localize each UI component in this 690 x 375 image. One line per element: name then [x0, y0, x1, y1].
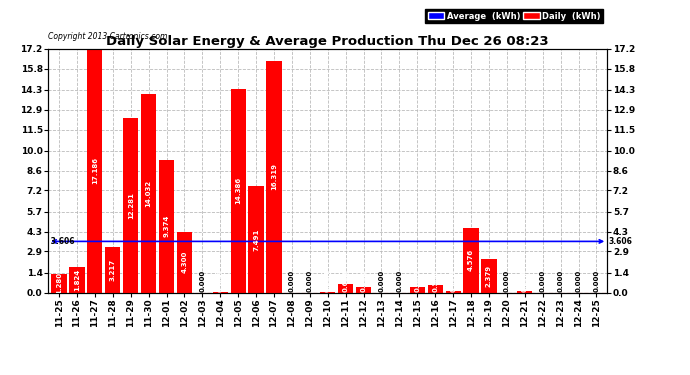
Bar — [464, 228, 479, 292]
Text: 14.386: 14.386 — [235, 177, 242, 204]
Bar — [105, 247, 120, 292]
Bar — [87, 49, 103, 292]
Bar — [446, 291, 461, 292]
Text: 4.576: 4.576 — [468, 249, 474, 271]
Text: 17.186: 17.186 — [92, 157, 98, 184]
Text: 1.280: 1.280 — [56, 272, 62, 294]
Text: 0.000: 0.000 — [593, 270, 600, 292]
Bar — [230, 88, 246, 292]
Text: 0.077: 0.077 — [522, 270, 528, 292]
Text: 0.000: 0.000 — [504, 270, 510, 292]
Text: 0.375: 0.375 — [414, 270, 420, 292]
Text: 0.000: 0.000 — [379, 270, 384, 292]
Text: 4.300: 4.300 — [181, 251, 188, 273]
Bar — [356, 287, 371, 292]
Bar — [177, 231, 192, 292]
Bar — [338, 284, 353, 292]
Bar — [52, 274, 67, 292]
Text: 3.217: 3.217 — [110, 259, 116, 281]
Text: 0.557: 0.557 — [432, 270, 438, 292]
Bar — [159, 160, 174, 292]
Text: 0.000: 0.000 — [396, 270, 402, 292]
Text: 1.824: 1.824 — [74, 268, 80, 291]
Text: 0.000: 0.000 — [540, 270, 546, 292]
Title: Daily Solar Energy & Average Production Thu Dec 26 08:23: Daily Solar Energy & Average Production … — [106, 34, 549, 48]
Bar — [428, 285, 443, 292]
Bar — [410, 287, 425, 292]
Bar — [266, 61, 282, 292]
Bar — [70, 267, 85, 292]
Text: 3.606: 3.606 — [48, 237, 75, 246]
Text: 9.374: 9.374 — [164, 215, 170, 237]
Text: 0.000: 0.000 — [199, 270, 206, 292]
Text: 0.064: 0.064 — [325, 270, 331, 292]
Text: 0.361: 0.361 — [361, 270, 366, 292]
Legend: Average  (kWh), Daily  (kWh): Average (kWh), Daily (kWh) — [425, 9, 603, 23]
Bar — [482, 259, 497, 292]
Bar — [248, 186, 264, 292]
Text: 0.128: 0.128 — [450, 270, 456, 292]
Bar — [518, 291, 533, 292]
Text: 0.000: 0.000 — [575, 270, 582, 292]
Text: 2.379: 2.379 — [486, 265, 492, 287]
Text: 14.032: 14.032 — [146, 180, 152, 207]
Text: 0.050: 0.050 — [217, 270, 224, 292]
Text: 12.281: 12.281 — [128, 192, 134, 219]
Bar — [141, 94, 156, 292]
Text: 0.000: 0.000 — [558, 270, 564, 292]
Text: 0.000: 0.000 — [307, 270, 313, 292]
Text: 7.491: 7.491 — [253, 228, 259, 251]
Text: Copyright 2013 Cartronics.com: Copyright 2013 Cartronics.com — [48, 32, 168, 41]
Text: 0.628: 0.628 — [343, 270, 348, 292]
Bar — [123, 118, 138, 292]
Text: 3.606: 3.606 — [609, 237, 632, 246]
Text: 0.000: 0.000 — [289, 270, 295, 292]
Text: 16.319: 16.319 — [271, 164, 277, 190]
